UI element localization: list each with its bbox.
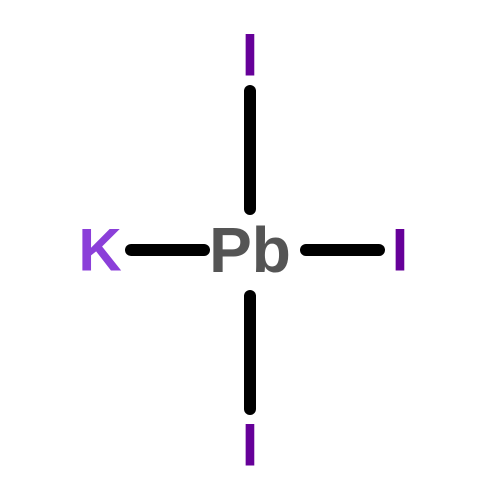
chemical-structure-diagram: Pb K I I I xyxy=(0,0,500,500)
atom-right: I xyxy=(392,216,409,285)
atom-bottom: I xyxy=(242,411,259,480)
atom-center: Pb xyxy=(209,213,291,287)
atom-left: K xyxy=(78,216,121,285)
atom-top: I xyxy=(242,21,259,90)
bond-top xyxy=(244,85,256,215)
bond-left xyxy=(125,244,210,256)
bond-bottom xyxy=(244,290,256,415)
bond-right xyxy=(300,244,385,256)
